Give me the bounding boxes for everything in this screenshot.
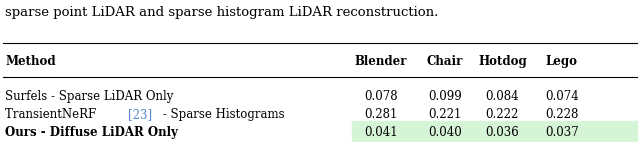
Bar [352, 121, 637, 142]
Text: 0.222: 0.222 [486, 108, 519, 121]
Text: 0.078: 0.078 [364, 90, 397, 103]
Text: Ours - Diffuse LiDAR Only: Ours - Diffuse LiDAR Only [5, 126, 178, 139]
Text: 0.041: 0.041 [364, 126, 397, 139]
Text: sparse point LiDAR and sparse histogram LiDAR reconstruction.: sparse point LiDAR and sparse histogram … [5, 6, 438, 19]
Text: 0.099: 0.099 [428, 90, 461, 103]
Text: 0.228: 0.228 [545, 108, 579, 121]
Text: Surfels - Sparse LiDAR Only: Surfels - Sparse LiDAR Only [5, 90, 173, 103]
Text: 0.221: 0.221 [428, 108, 461, 121]
Text: 0.040: 0.040 [428, 126, 461, 139]
Text: Method: Method [5, 55, 56, 68]
Text: - Sparse Histograms: - Sparse Histograms [159, 108, 284, 121]
Text: Lego: Lego [546, 55, 578, 68]
Text: 0.074: 0.074 [545, 90, 579, 103]
Text: Chair: Chair [427, 55, 463, 68]
Text: [23]: [23] [128, 108, 152, 121]
Text: 0.036: 0.036 [486, 126, 519, 139]
Text: 0.281: 0.281 [364, 108, 397, 121]
Text: Blender: Blender [355, 55, 407, 68]
Text: 0.037: 0.037 [545, 126, 579, 139]
Text: 0.084: 0.084 [486, 90, 519, 103]
Text: TransientNeRF: TransientNeRF [5, 108, 100, 121]
Text: Hotdog: Hotdog [478, 55, 527, 68]
